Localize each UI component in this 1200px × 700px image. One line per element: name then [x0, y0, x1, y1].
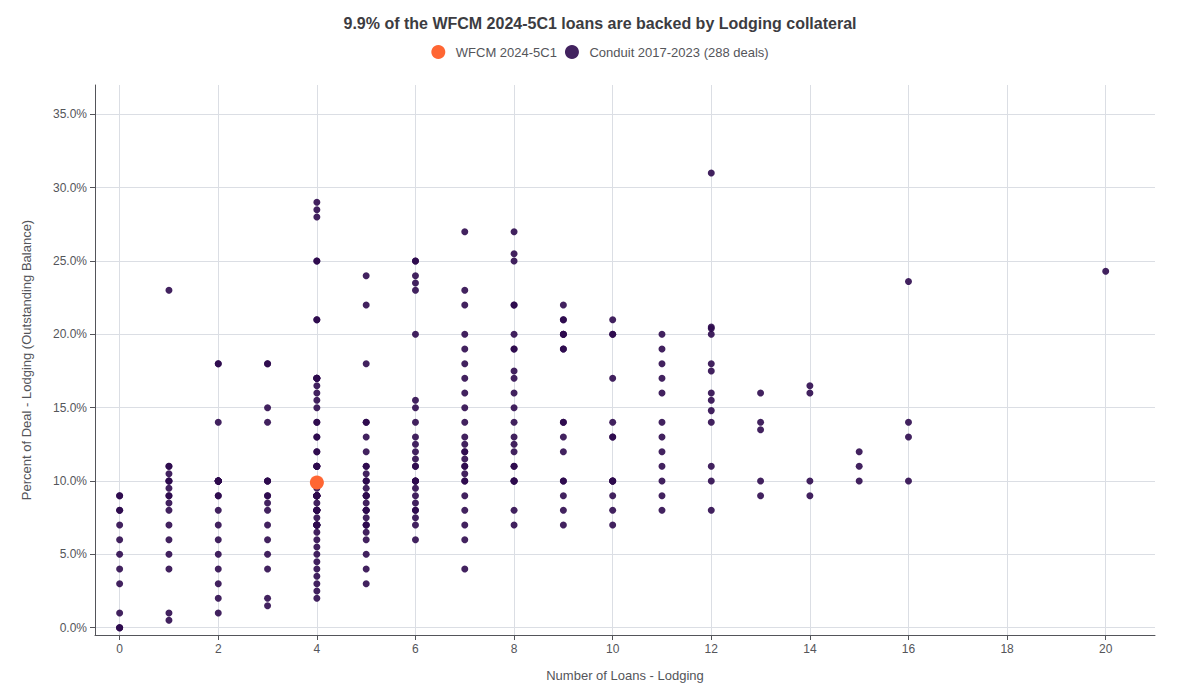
svg-text:Conduit 2017-2023 (288 deals): Conduit 2017-2023 (288 deals) [589, 45, 768, 60]
svg-text:15.0%: 15.0% [53, 401, 87, 415]
svg-text:16: 16 [902, 642, 916, 656]
svg-text:14: 14 [803, 642, 817, 656]
svg-text:20.0%: 20.0% [53, 327, 87, 341]
svg-text:Percent of Deal - Lodging (Out: Percent of Deal - Lodging (Outstanding B… [19, 220, 34, 500]
svg-text:35.0%: 35.0% [53, 107, 87, 121]
svg-text:20: 20 [1099, 642, 1113, 656]
svg-text:12: 12 [705, 642, 719, 656]
svg-text:9.9% of the WFCM 2024-5C1 loan: 9.9% of the WFCM 2024-5C1 loans are back… [343, 15, 856, 32]
svg-text:0: 0 [116, 642, 123, 656]
svg-text:Number of Loans - Lodging: Number of Loans - Lodging [546, 668, 704, 683]
svg-text:10: 10 [606, 642, 620, 656]
svg-text:2: 2 [215, 642, 222, 656]
svg-text:5.0%: 5.0% [60, 547, 88, 561]
svg-text:10.0%: 10.0% [53, 474, 87, 488]
svg-text:18: 18 [1000, 642, 1014, 656]
svg-text:4: 4 [314, 642, 321, 656]
svg-text:25.0%: 25.0% [53, 254, 87, 268]
svg-text:8: 8 [511, 642, 518, 656]
svg-text:6: 6 [412, 642, 419, 656]
svg-text:WFCM 2024-5C1: WFCM 2024-5C1 [456, 45, 557, 60]
svg-text:30.0%: 30.0% [53, 181, 87, 195]
svg-text:0.0%: 0.0% [60, 621, 88, 635]
